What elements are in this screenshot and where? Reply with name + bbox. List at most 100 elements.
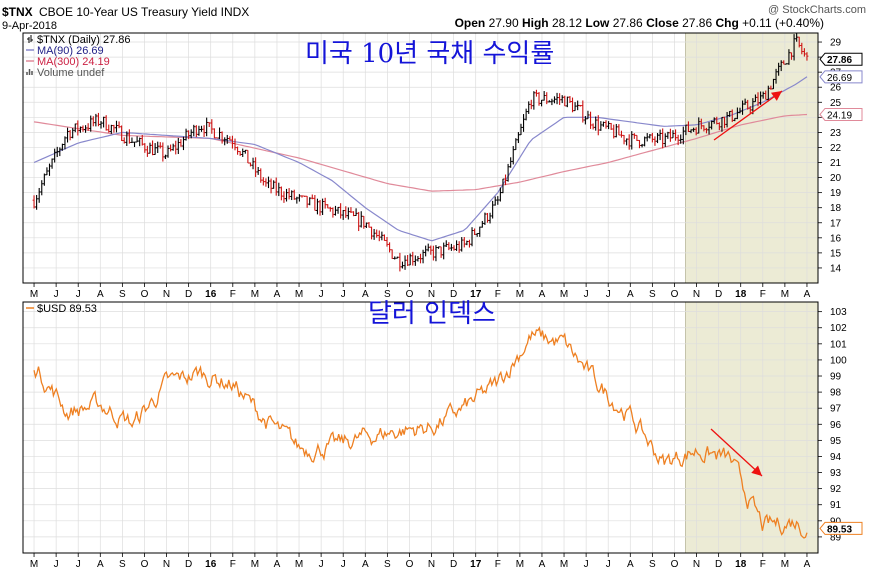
price-bar: [648, 134, 652, 139]
yield-y-tick-label: 14: [830, 263, 842, 274]
x-tick-label: M: [295, 289, 303, 300]
price-bar: [184, 128, 188, 141]
price-bar: [264, 178, 268, 187]
price-bar: [524, 108, 528, 121]
yield-y-tick-label: 16: [830, 233, 842, 244]
price-bar: [230, 135, 234, 149]
x-tick-label: O: [141, 289, 149, 300]
price-bar: [375, 229, 379, 238]
price-bar: [125, 131, 129, 146]
price-bar: [207, 121, 211, 128]
price-bar: [341, 210, 345, 220]
x-tick-label: D: [450, 559, 457, 570]
y-axis-bottom: 89 90 91 92 93 94 95 96 97 98 99 100 101 102 103: [818, 307, 847, 543]
price-bar: [411, 251, 415, 266]
x-tick-label: N: [693, 289, 700, 300]
x-tick-label: M: [295, 559, 303, 570]
trend-arrow: [713, 90, 783, 141]
x-tick-label: O: [141, 559, 149, 570]
price-bar: [122, 137, 126, 144]
price-bar: [437, 246, 441, 249]
usd-y-tick-label: 94: [830, 452, 842, 463]
price-bar: [645, 133, 649, 142]
price-bar: [243, 149, 247, 154]
x-tick-label: M: [251, 559, 259, 570]
x-tick-label: J: [76, 289, 81, 300]
yield-y-tick-label: 19: [830, 188, 842, 199]
price-bar: [805, 52, 809, 61]
price-bar: [251, 157, 255, 170]
price-bar: [617, 124, 621, 136]
price-bar: [377, 230, 381, 242]
x-tick-label: 18: [735, 289, 747, 300]
price-bar: [333, 205, 337, 216]
price-bar: [637, 139, 641, 149]
ohlc-summary: Open 27.90 High 28.12 Low 27.86 Close 27…: [455, 16, 824, 30]
price-bar: [398, 252, 402, 272]
usd-y-tick-label: 100: [830, 355, 847, 366]
price-bar: [534, 89, 538, 97]
price-bar: [640, 143, 644, 148]
x-tick-label: S: [649, 289, 656, 300]
price-bar: [143, 143, 147, 153]
price-bar: [148, 142, 152, 154]
x-axis-top: M J J A S O N D 16 F M A M J J A S O N D 17 F M A M J J A S O N D 18 F M A: [30, 283, 811, 300]
x-tick-label: J: [584, 289, 589, 300]
price-bar: [114, 120, 118, 133]
price-bar: [192, 124, 196, 137]
price-bar: [413, 255, 417, 266]
usd-y-tick-label: 102: [830, 323, 847, 334]
x-tick-label: F: [495, 289, 501, 300]
x-tick-label: D: [185, 559, 192, 570]
grid-top: [23, 33, 818, 283]
grid-bottom: [23, 302, 818, 553]
last-value-tag: 89.53: [819, 521, 863, 535]
price-bar: [215, 137, 219, 139]
x-tick-label: F: [760, 559, 766, 570]
price-bar: [32, 195, 36, 209]
price-bar: [630, 131, 634, 150]
price-bar: [416, 256, 420, 262]
price-bar: [619, 130, 623, 138]
price-bar: [540, 99, 544, 107]
price-bar: [169, 144, 173, 152]
x-tick-label: O: [406, 559, 414, 570]
price-bar: [359, 211, 363, 228]
x-tick-label: A: [539, 289, 546, 300]
price-bar: [527, 101, 531, 114]
price-bar: [107, 124, 111, 133]
svg-text:24.19: 24.19: [827, 110, 852, 121]
price-bar: [668, 128, 672, 142]
x-tick-label: N: [163, 559, 170, 570]
price-bar: [462, 237, 466, 248]
price-bar: [112, 124, 116, 133]
price-bar: [635, 134, 639, 142]
price-bar: [202, 125, 206, 137]
price-bar: [542, 91, 546, 101]
price-bar: [66, 127, 70, 143]
price-bar: [181, 136, 185, 151]
price-bar: [300, 195, 304, 198]
trend-arrows: [710, 90, 783, 477]
price-bar: [138, 137, 142, 147]
price-bar: [200, 125, 204, 132]
price-bar: [339, 203, 343, 219]
price-bar: [661, 128, 665, 149]
price-bar: [547, 100, 551, 103]
price-bar: [372, 228, 376, 240]
x-tick-label: J: [54, 289, 59, 300]
price-bar: [323, 197, 327, 209]
price-bar: [485, 212, 489, 223]
price-bar: [650, 132, 654, 143]
price-bar: [287, 188, 291, 200]
usd-y-tick-label: 99: [830, 372, 842, 383]
price-bar: [614, 123, 618, 138]
x-tick-label: A: [627, 559, 634, 570]
x-tick-label: S: [649, 559, 656, 570]
x-tick-label: 18: [735, 559, 747, 570]
price-bar: [612, 124, 616, 139]
price-bar: [601, 121, 605, 127]
price-bar: [594, 116, 598, 131]
price-bar: [522, 114, 526, 132]
legend-entry: Volume undef: [26, 67, 105, 79]
